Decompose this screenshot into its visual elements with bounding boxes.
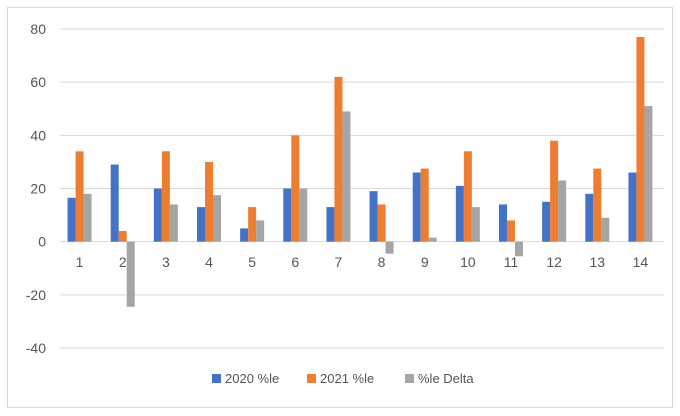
bar-2020-14 (628, 172, 637, 242)
bar-2021-13 (593, 168, 602, 242)
bar-2020-5 (240, 228, 249, 242)
bar-delta-5 (256, 220, 265, 242)
bar-2021-8 (377, 204, 386, 242)
bar-delta-7 (342, 111, 351, 242)
x-tick-label: 8 (378, 254, 386, 270)
bar-2020-1 (67, 197, 76, 242)
x-tick-label: 13 (589, 254, 605, 270)
bar-2021-12 (550, 140, 559, 242)
bar-2020-11 (499, 204, 507, 242)
y-axis-ticks: 80 60 40 20 0 -20 -40 (26, 21, 46, 356)
x-tick-label: 14 (633, 254, 649, 270)
y-tick-label: -20 (26, 287, 46, 303)
bar-delta-11 (515, 241, 523, 257)
bar-2020-9 (412, 172, 421, 242)
bar-delta-14 (644, 106, 653, 242)
y-tick-label: 0 (38, 234, 46, 250)
bar-delta-4 (213, 195, 221, 242)
bar-delta-3 (169, 204, 178, 242)
bar-2021-4 (205, 161, 213, 242)
bar-2020-3 (153, 188, 162, 242)
bar-2021-1 (75, 151, 84, 242)
bar-2021-5 (248, 207, 257, 242)
legend-label: 2020 %le (225, 371, 279, 386)
bar-delta-8 (385, 241, 394, 254)
bar-delta-6 (299, 188, 308, 242)
bar-2021-6 (291, 135, 300, 242)
bar-2021-10 (463, 151, 472, 242)
legend-label: 2021 %le (320, 371, 374, 386)
bar-2020-7 (326, 207, 335, 242)
bar-2020-6 (283, 188, 292, 242)
legend-swatch (307, 374, 316, 383)
bar-delta-2 (126, 241, 135, 307)
x-tick-label: 3 (162, 254, 170, 270)
y-tick-label: 40 (30, 127, 46, 143)
y-tick-label: 80 (30, 21, 46, 37)
bar-2021-3 (161, 151, 170, 242)
x-tick-label: 7 (335, 254, 343, 270)
x-tick-label: 11 (504, 254, 519, 270)
bar-delta-1 (83, 193, 92, 242)
x-tick-label: 6 (291, 254, 299, 270)
bar-delta-12 (558, 180, 567, 242)
bar-2021-7 (334, 76, 343, 242)
bar-delta-10 (471, 207, 480, 242)
bar-2021-9 (420, 168, 429, 242)
x-tick-label: 9 (421, 254, 429, 270)
bar-2020-8 (369, 191, 378, 242)
y-tick-label: 60 (30, 74, 46, 90)
y-tick-label: -40 (26, 340, 46, 356)
x-tick-label: 10 (460, 254, 476, 270)
x-tick-label: 1 (76, 254, 84, 270)
legend-swatch (405, 374, 414, 383)
bar-2020-4 (197, 207, 205, 242)
x-axis-ticks: 1 2 3 4 5 6 7 8 9 10 11 12 13 14 (76, 254, 649, 270)
bar-2021-11 (507, 220, 515, 242)
bar-2020-13 (585, 193, 594, 242)
bar-delta-9 (428, 237, 437, 242)
bar-2020-12 (542, 201, 551, 242)
bar-2020-10 (455, 185, 464, 242)
x-tick-label: 12 (546, 254, 562, 270)
legend-label: %le Delta (418, 371, 474, 386)
y-tick-label: 20 (30, 181, 46, 197)
x-tick-label: 4 (205, 254, 213, 270)
x-tick-label: 2 (119, 254, 127, 270)
bar-2021-2 (118, 231, 127, 242)
bar-2021-14 (636, 36, 645, 242)
bar-2020-2 (110, 164, 119, 242)
bars (67, 36, 653, 307)
legend: 2020 %le 2021 %le %le Delta (212, 371, 474, 386)
bar-delta-13 (601, 217, 610, 242)
legend-swatch (212, 374, 221, 383)
x-tick-label: 5 (248, 254, 256, 270)
